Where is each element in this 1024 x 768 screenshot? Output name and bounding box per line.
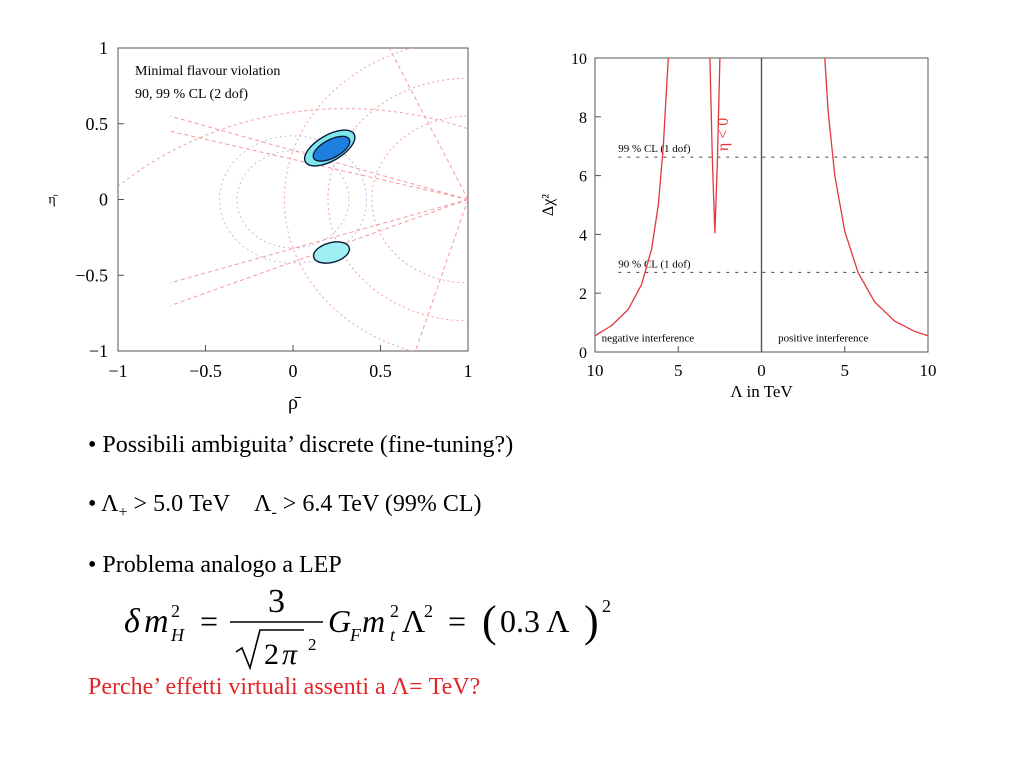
formula-paren-open: (	[482, 597, 497, 646]
formula-mt-square: 2	[390, 601, 399, 621]
angle-ray-4	[388, 48, 468, 200]
x-tick-label-0: −1	[108, 361, 127, 381]
red-question: Perche’ effetti virtuali assenti a Λ= Te…	[88, 674, 480, 701]
vtd-circle-1	[327, 77, 468, 322]
plus-subscript: +	[118, 503, 128, 521]
x-tick-label-3: 5	[841, 361, 850, 380]
lambda-symbol: Λ	[101, 491, 119, 517]
formula-sub-h: H	[170, 625, 185, 645]
rho-eta-chart: −1 −0.5 0 0.5 1 −1 −0.5 0 0.5 1 Minimal flavour vi…	[40, 38, 480, 418]
x-tick-label-2: 0	[757, 361, 766, 380]
lambda-plus-limit: > 5.0 TeV	[127, 491, 231, 517]
cl-region-1	[312, 135, 351, 162]
vub-circle-1	[219, 135, 367, 264]
lambda-symbol: Λ	[254, 491, 272, 517]
constraint-lines	[118, 48, 468, 351]
vub-circle-0	[236, 150, 350, 249]
delta-chi2-chart: 99 % CL (1 dof) 90 % CL (1 dof) 10 5 0 5 10 0 2 4…	[525, 38, 955, 408]
y-tick-label-4: 8	[579, 110, 587, 127]
formula-pi: π	[282, 638, 298, 671]
formula-outer-square: 2	[602, 596, 611, 616]
series-group	[595, 58, 928, 337]
y-tick-label-0: −1	[89, 341, 108, 361]
x-tick-label-0: 10	[587, 361, 604, 380]
formula-root-arg: 2	[264, 638, 279, 671]
x-tick-label-1: 5	[674, 361, 683, 380]
x-axis-label: Λ in TeV	[730, 382, 793, 401]
bullet-ambiguities: • Possibili ambiguita’ discrete (fine-tu…	[88, 432, 513, 459]
x-tick-label-3: 0.5	[369, 361, 392, 381]
epsilon-arc	[118, 108, 468, 188]
question-text: Perche’ effetti virtuali assenti a	[88, 674, 392, 700]
formula-delta: δ	[124, 603, 141, 640]
negative-interference-label: negative interference	[602, 333, 695, 345]
cl-region-2	[312, 241, 351, 264]
sqrt-sign	[235, 629, 304, 671]
rho-eta-plot: −1 −0.5 0 0.5 1 −1 −0.5 0 0.5 1 Minimal flavour vi…	[48, 38, 473, 414]
y-tick-label-2: 4	[579, 227, 587, 244]
formula-sub-f: F	[349, 625, 362, 645]
formula-mt: m	[362, 603, 385, 639]
question-lambda: Λ	[391, 674, 410, 700]
delta-chi2-plot: 99 % CL (1 dof)90 % CL (1 dof)10 5 0 5 10024…	[540, 51, 937, 401]
minus-subscript: -	[271, 503, 277, 521]
x-tick-label-1: −0.5	[189, 361, 222, 381]
formula-inner: 0.3 Λ	[500, 603, 569, 639]
eta-negative-annotation: η < 0	[715, 118, 732, 151]
higgs-mass-formula: δ m 2 H = 3 2 π 2 G F m 2 t Λ 2 = ( 0.3 …	[124, 584, 611, 671]
angle-ray-1	[170, 130, 468, 200]
formula-lambda: Λ	[402, 603, 425, 639]
y-tick-label-3: 6	[579, 169, 587, 186]
formula-numerator: 3	[268, 584, 285, 620]
formula-equals: =	[200, 603, 218, 639]
bullet-lep-problem: • Problema analogo a LEP	[88, 552, 342, 579]
y-tick-label-2: 0	[99, 190, 108, 210]
x-tick-label-4: 10	[920, 361, 937, 380]
chart-title: Minimal flavour violation	[135, 64, 280, 79]
chart-subtitle: 90, 99 % CL (2 dof)	[135, 87, 248, 102]
formula-g: G	[328, 603, 351, 639]
series-line-1	[709, 58, 721, 234]
bullet-text: Possibili ambiguita’ discrete (fine-tuni…	[102, 432, 514, 458]
angle-ray-5	[415, 199, 468, 351]
formula-m: m	[144, 603, 169, 640]
y-tick-label-3: 0.5	[86, 114, 109, 134]
x-tick-label-2: 0	[289, 361, 298, 381]
y-tick-label-1: −0.5	[75, 265, 108, 285]
formula-pi-square: 2	[308, 635, 317, 654]
formula-equals-2: =	[448, 603, 466, 639]
lambda-minus-limit: > 6.4 TeV (99% CL)	[276, 491, 482, 517]
angle-ray-2	[170, 199, 468, 284]
y-tick-label-4: 1	[99, 38, 108, 58]
series-line-0	[595, 58, 669, 337]
bullet-text: Problema analogo a LEP	[102, 552, 342, 578]
cl-reference-label-0: 99 % CL (1 dof)	[618, 143, 691, 155]
bullet-marker: •	[88, 432, 97, 458]
vtd-circle-0	[371, 115, 468, 284]
x-axis-label: ρ̄	[288, 392, 302, 414]
bullet-marker: •	[88, 491, 97, 517]
x-tick-label-4: 1	[464, 361, 473, 381]
y-axis-label: η̄	[48, 193, 58, 208]
formula-lambda-square: 2	[424, 601, 433, 621]
bullet-marker: •	[88, 552, 97, 578]
formula-sub-t: t	[390, 625, 396, 645]
positive-interference-label: positive interference	[778, 333, 868, 345]
y-axis-label: Δχ²	[540, 194, 557, 216]
y-tick-label-1: 2	[579, 286, 587, 303]
question-rest: = TeV?	[409, 674, 481, 700]
formula-paren-close: )	[584, 597, 599, 646]
formula-m-square: 2	[171, 601, 180, 621]
series-line-2	[824, 58, 928, 337]
bullet-lambda-limits: • Λ+ > 5.0 TeV Λ- > 6.4 TeV (99% CL)	[88, 491, 482, 522]
vtd-circle-2	[283, 48, 415, 351]
y-tick-label-0: 0	[579, 345, 587, 362]
cl-reference-label-1: 90 % CL (1 dof)	[618, 258, 691, 270]
y-tick-label-5: 10	[571, 51, 587, 68]
